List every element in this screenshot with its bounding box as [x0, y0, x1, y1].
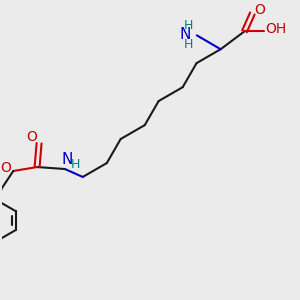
Text: O: O: [27, 130, 38, 144]
Text: N: N: [61, 152, 73, 166]
Text: H: H: [184, 38, 194, 51]
Text: H: H: [71, 158, 80, 171]
Text: H: H: [184, 19, 194, 32]
Text: OH: OH: [266, 22, 287, 36]
Text: O: O: [254, 2, 265, 16]
Text: O: O: [0, 161, 11, 175]
Text: N: N: [179, 27, 190, 42]
